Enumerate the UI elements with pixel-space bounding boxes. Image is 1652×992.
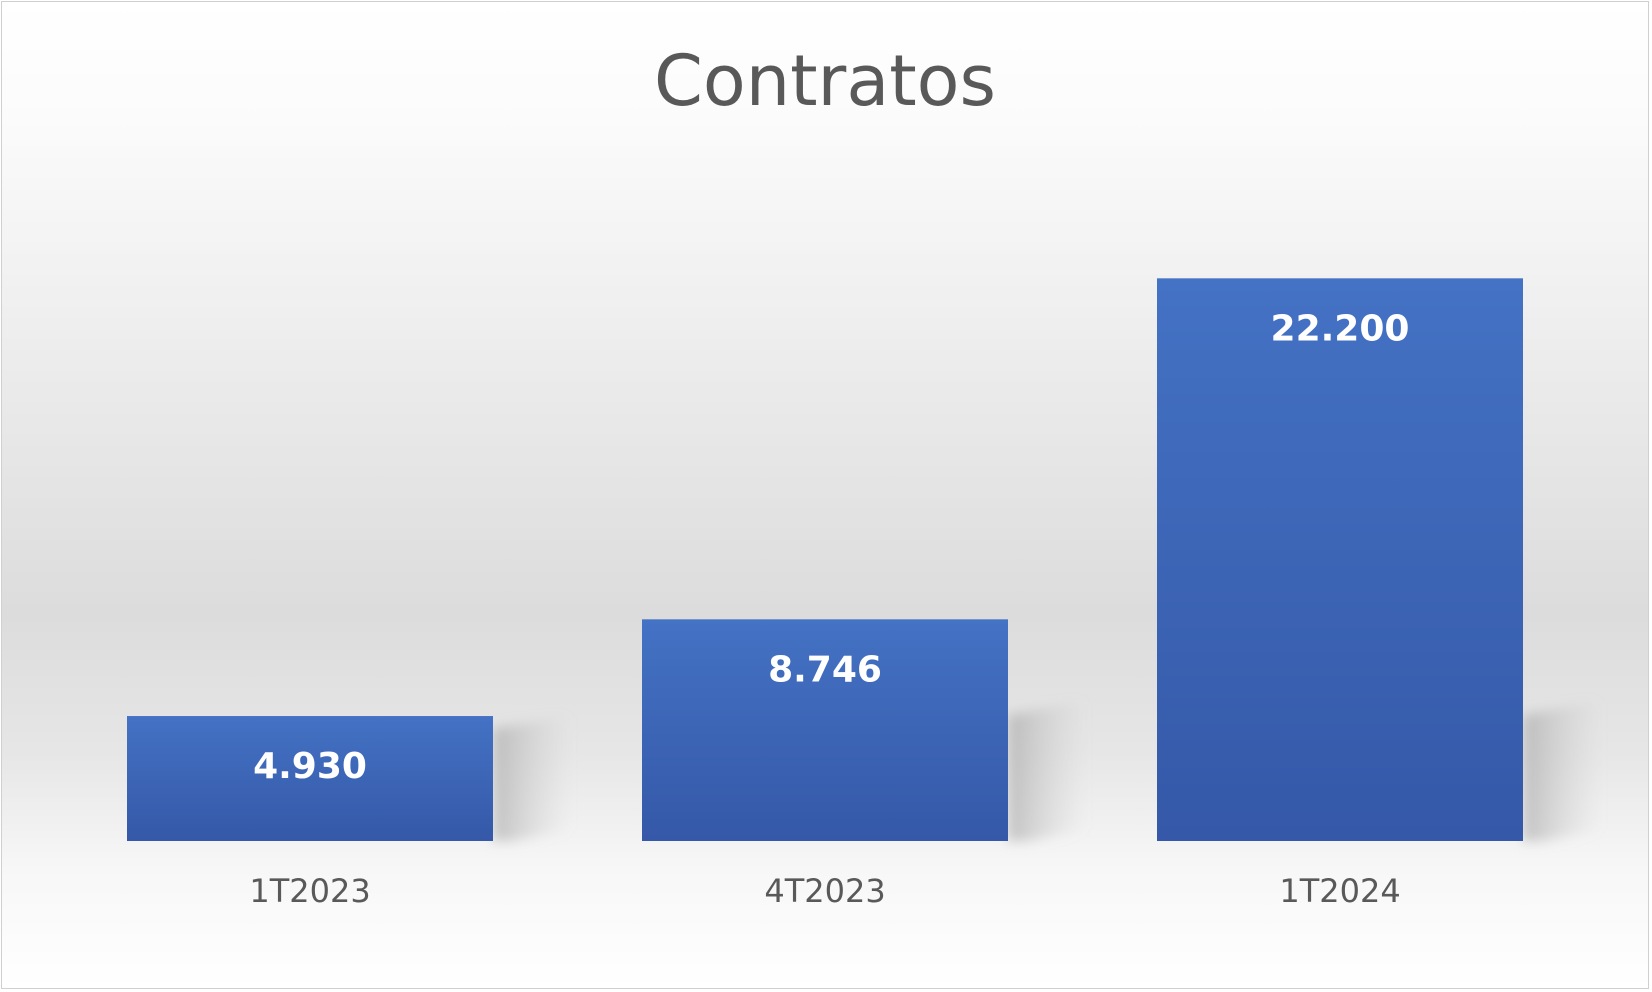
bar-1T2023[interactable] bbox=[127, 716, 493, 841]
bar-4T2023[interactable] bbox=[642, 619, 1008, 841]
bar-shadow bbox=[1523, 701, 1601, 841]
bar-value-label: 4.930 bbox=[253, 746, 367, 787]
bar-shadow bbox=[1008, 701, 1086, 841]
chart-title: Contratos bbox=[654, 40, 996, 122]
bar-value-label: 22.200 bbox=[1271, 308, 1410, 349]
bar-value-label: 8.746 bbox=[768, 649, 882, 690]
x-tick-label: 1T2024 bbox=[1279, 872, 1400, 910]
x-tick-label: 4T2023 bbox=[764, 872, 885, 910]
x-tick-label: 1T2023 bbox=[249, 872, 370, 910]
bar-1T2024[interactable] bbox=[1157, 278, 1523, 841]
bar-shadow bbox=[493, 716, 571, 841]
